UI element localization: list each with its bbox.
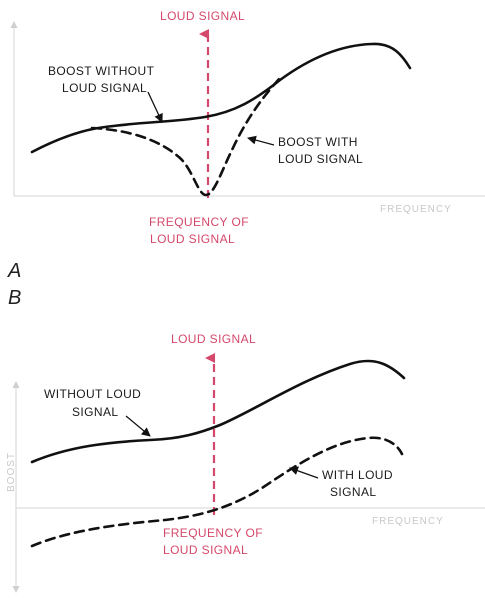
panel-label-b: B [8,287,21,309]
diagram-a-without-label-line2: LOUD SIGNAL [62,81,147,95]
diagram-b: BOOST FREQUENCY LOUD SIGNAL WITHOUT LOUD… [6,332,485,593]
diagram-a-top-label: LOUD SIGNAL [160,9,245,23]
diagram-b-without-label-line1: WITHOUT LOUD [44,387,141,401]
diagram-b-x-axis-label: FREQUENCY [372,516,444,527]
diagram-b-top-label: LOUD SIGNAL [171,332,256,346]
diagram-a-with-label-line1: BOOST WITH [278,135,358,149]
diagram-b-curve-with [30,436,404,548]
diagram-b-with-label-line2: SIGNAL [330,485,376,499]
diagram-a-with-pointer [247,135,275,146]
diagram-a-curve-with [90,76,282,197]
diagram-b-without-label-line2: SIGNAL [72,405,118,419]
diagram-a: FREQUENCY LOUD SIGNAL BOOST WITHOUT LOUD… [10,9,485,246]
panel-label-a: A [7,260,21,282]
diagram-a-without-label-line1: BOOST WITHOUT [48,64,155,78]
diagram-a-with-label-line2: LOUD SIGNAL [278,152,363,166]
diagram-a-x-axis-label: FREQUENCY [380,204,452,215]
diagram-a-curve-without [30,42,412,154]
diagram-a-without-pointer [147,91,163,123]
diagram-a-freq-label-line2: LOUD SIGNAL [150,232,235,246]
diagram-b-without-pointer [125,415,151,437]
diagram-b-freq-label-line2: LOUD SIGNAL [163,543,248,557]
diagram-b-with-pointer [289,466,319,479]
diagram-b-freq-label-line1: FREQUENCY OF [163,526,263,540]
diagram-b-with-label-line1: WITH LOUD [322,468,393,482]
diagram-a-freq-label-line1: FREQUENCY OF [149,215,249,229]
diagram-b-y-axis-label: BOOST [6,452,17,492]
diagram-b-curve-without [30,359,406,464]
